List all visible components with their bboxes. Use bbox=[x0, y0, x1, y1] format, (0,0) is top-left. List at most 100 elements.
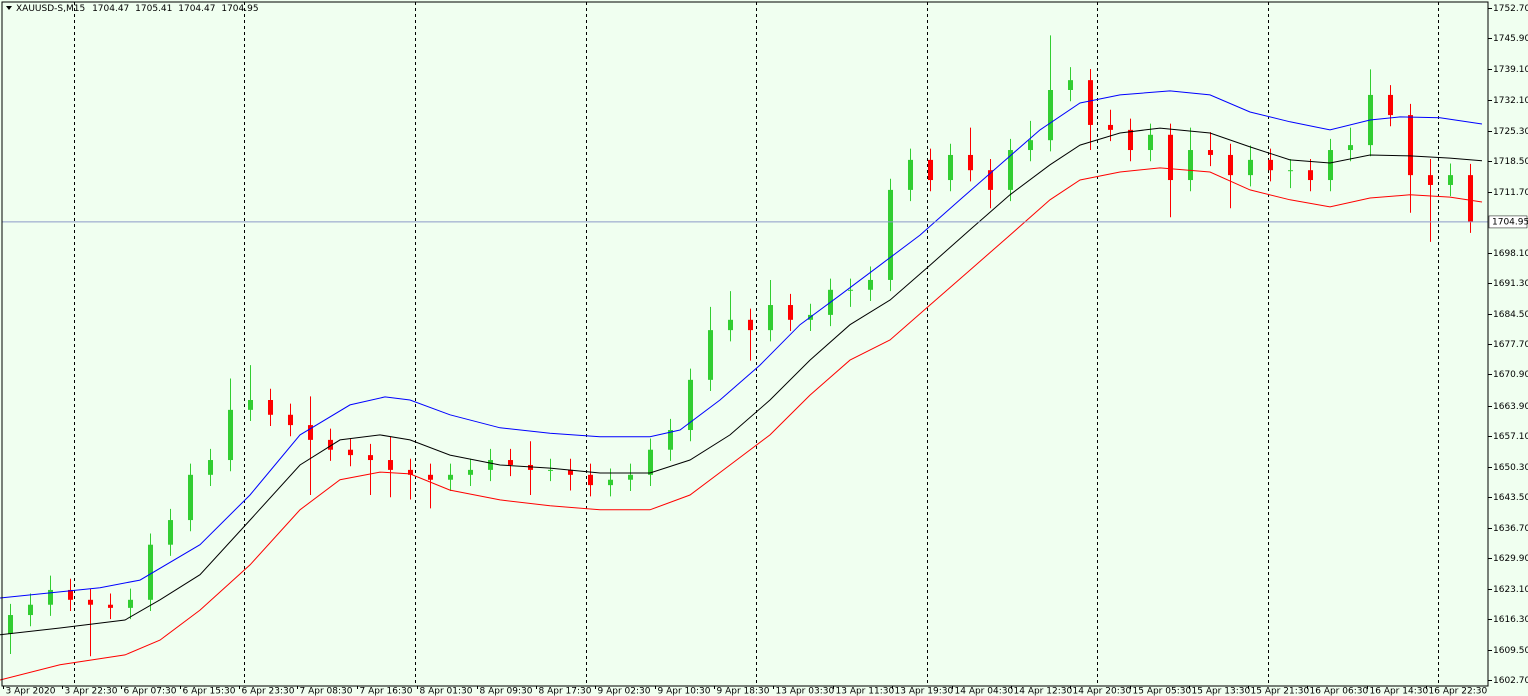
candle-body bbox=[148, 544, 153, 600]
x-tick-label: 15 Apr 21:30 bbox=[1251, 687, 1310, 696]
x-tick-label: 9 Apr 18:30 bbox=[717, 687, 770, 696]
y-tick-label: 1745.90 bbox=[1493, 34, 1528, 44]
header-value: 1704.47 bbox=[92, 4, 129, 14]
candle-body bbox=[768, 305, 773, 331]
candle-body bbox=[1228, 154, 1233, 176]
header-value: 1704.95 bbox=[221, 4, 258, 14]
candle-body bbox=[848, 289, 853, 291]
y-tick-label: 1657.10 bbox=[1493, 432, 1528, 442]
y-tick-label: 1636.70 bbox=[1493, 524, 1528, 534]
candle-body bbox=[248, 400, 253, 410]
candle-body bbox=[668, 430, 673, 450]
candle-body bbox=[1008, 150, 1013, 190]
y-tick-label: 1670.90 bbox=[1493, 370, 1528, 380]
candle-body bbox=[688, 379, 693, 431]
candle-body bbox=[448, 474, 453, 480]
y-tick-label: 1677.70 bbox=[1493, 340, 1528, 350]
candle-body bbox=[548, 469, 553, 471]
y-tick-label: 1739.10 bbox=[1493, 65, 1528, 75]
chart-title: XAUUSD-S,M15 bbox=[16, 4, 85, 14]
header-value: 1704.47 bbox=[178, 4, 215, 14]
candle-body bbox=[508, 460, 513, 465]
candle-body bbox=[28, 604, 33, 616]
candle-body bbox=[1288, 170, 1293, 172]
candle-body bbox=[308, 425, 313, 440]
plot-frame bbox=[1, 1, 1489, 687]
price-label: 1704.95 bbox=[1492, 217, 1528, 227]
y-tick-label: 1684.50 bbox=[1493, 310, 1528, 320]
y-tick-label: 1643.50 bbox=[1493, 493, 1528, 503]
candle-body bbox=[288, 414, 293, 426]
candle-body bbox=[468, 469, 473, 475]
candle-body bbox=[1128, 129, 1133, 151]
x-tick-label: 6 Apr 15:30 bbox=[183, 687, 236, 696]
x-tick-label: 3 Apr 2020 bbox=[6, 687, 56, 696]
x-tick-label: 9 Apr 10:30 bbox=[658, 687, 711, 696]
moving-average bbox=[0, 90, 1483, 599]
moving-average bbox=[0, 127, 1483, 636]
candle-body bbox=[588, 474, 593, 486]
candle-body bbox=[168, 520, 173, 545]
x-tick-label: 14 Apr 20:30 bbox=[1073, 687, 1132, 696]
x-tick-label: 8 Apr 09:30 bbox=[480, 687, 533, 696]
x-tick-label: 9 Apr 02:30 bbox=[598, 687, 651, 696]
candle-body bbox=[348, 449, 353, 456]
candle-body bbox=[908, 159, 913, 190]
y-tick-label: 1698.10 bbox=[1493, 249, 1528, 259]
y-tick-label: 1602.70 bbox=[1493, 676, 1528, 686]
candle-body bbox=[368, 455, 373, 461]
candle-body bbox=[888, 189, 893, 280]
candle-body bbox=[488, 460, 493, 470]
header-value: 1705.41 bbox=[135, 4, 172, 14]
y-tick-label: 1623.10 bbox=[1493, 585, 1528, 595]
candle-body bbox=[128, 599, 133, 608]
chart-header: XAUUSD-S,M15 1704.47 1705.41 1704.47 170… bbox=[16, 4, 259, 14]
y-tick-label: 1650.30 bbox=[1493, 463, 1528, 473]
y-tick-label: 1609.50 bbox=[1493, 646, 1528, 656]
candle-body bbox=[408, 469, 413, 475]
moving-average bbox=[0, 167, 1483, 681]
candle-body bbox=[428, 474, 433, 480]
x-tick-label: 14 Apr 04:30 bbox=[955, 687, 1014, 696]
candle-body bbox=[1308, 170, 1313, 181]
x-tick-label: 6 Apr 07:30 bbox=[124, 687, 177, 696]
candle-body bbox=[948, 154, 953, 181]
x-tick-label: 14 Apr 12:30 bbox=[1014, 687, 1073, 696]
x-tick-label: 15 Apr 13:30 bbox=[1192, 687, 1251, 696]
x-tick-label: 16 Apr 22:30 bbox=[1429, 687, 1488, 696]
candle-body bbox=[988, 170, 993, 190]
x-tick-label: 7 Apr 16:30 bbox=[360, 687, 413, 696]
candle-body bbox=[328, 439, 333, 450]
candle-body bbox=[1068, 80, 1073, 91]
candle-body bbox=[8, 615, 13, 634]
x-tick-label: 3 Apr 22:30 bbox=[65, 687, 118, 696]
candle-body bbox=[968, 154, 973, 171]
x-tick-label: 13 Apr 11:30 bbox=[836, 687, 895, 696]
candle-body bbox=[1328, 150, 1333, 181]
candle-body bbox=[228, 409, 233, 461]
candle-body bbox=[188, 474, 193, 521]
y-tick-label: 1725.30 bbox=[1493, 127, 1528, 137]
x-tick-label: 13 Apr 19:30 bbox=[895, 687, 954, 696]
candle-body bbox=[628, 474, 633, 480]
candle-body bbox=[1468, 175, 1473, 222]
y-tick-label: 1691.30 bbox=[1493, 279, 1528, 289]
candle-body bbox=[1028, 140, 1033, 151]
candle-body bbox=[568, 469, 573, 475]
candle-body bbox=[868, 279, 873, 290]
candle-body bbox=[268, 400, 273, 415]
y-tick-label: 1732.10 bbox=[1493, 96, 1528, 106]
y-tick-label: 1629.90 bbox=[1493, 554, 1528, 564]
candle-body bbox=[1188, 150, 1193, 181]
candle-body bbox=[88, 599, 93, 605]
x-tick-label: 6 Apr 23:30 bbox=[242, 687, 295, 696]
candle-body bbox=[1108, 124, 1113, 130]
candle-body bbox=[1148, 134, 1153, 151]
x-tick-label: 13 Apr 03:30 bbox=[776, 687, 835, 696]
menu-triangle bbox=[6, 6, 12, 10]
candle-body bbox=[108, 604, 113, 608]
candle-body bbox=[648, 449, 653, 475]
candle-body bbox=[1088, 80, 1093, 125]
price-label-box bbox=[1488, 215, 1528, 229]
